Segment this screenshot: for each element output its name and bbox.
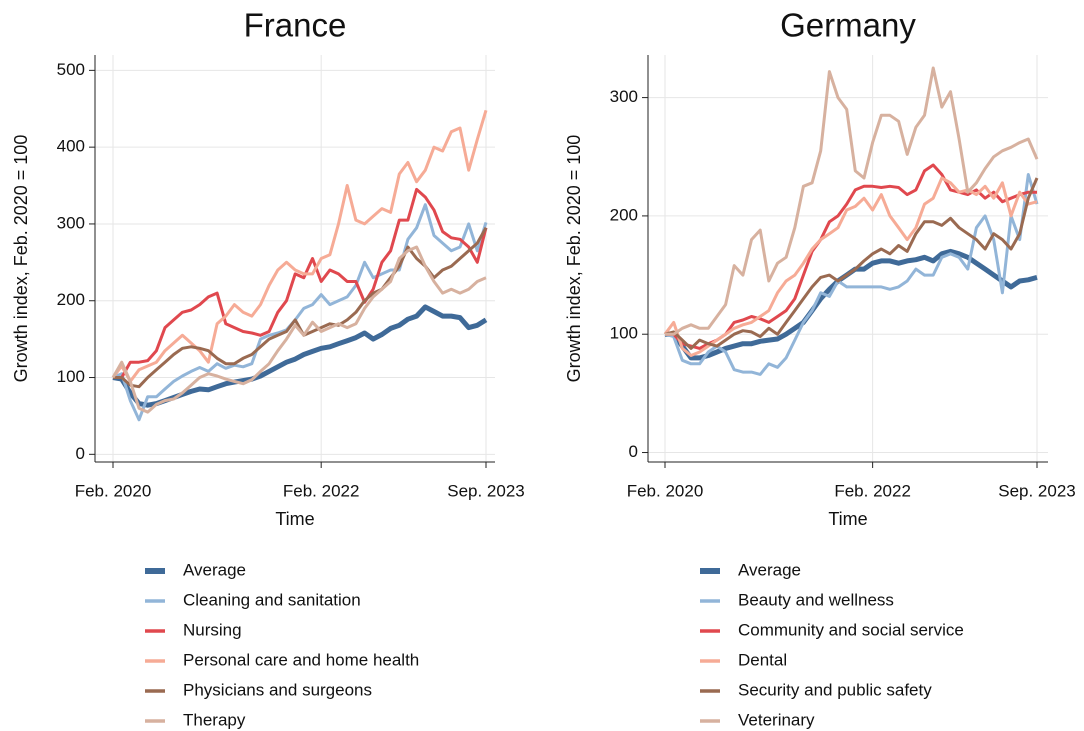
chart: 0 100 200 300 Feb. 2020 Feb. 2022 Sep. 2023 Ger… [564,7,1076,730]
legend-label: Security and public safety [738,680,932,699]
legend-label: Community and social service [738,620,964,639]
series-line [112,203,488,422]
y-tick-label: 300 [610,87,638,106]
legend-label: Average [738,560,801,579]
chart-title: France [244,7,347,44]
legend-label: Veterinary [738,710,815,729]
legend-label: Nursing [183,620,242,639]
series-line [111,109,488,383]
legend-label: Average [183,560,246,579]
y-tick-label: 300 [57,213,85,232]
legend-label: Therapy [183,710,246,729]
series-line [664,177,1039,350]
legend-label: Dental [738,650,787,669]
series-line [665,66,1039,336]
x-tick-label: Sep. 2023 [998,481,1076,500]
y-tick-label: 0 [629,442,638,461]
y-tick-label: 200 [610,205,638,224]
y-tick-label: 200 [57,290,85,309]
y-tick-label: 400 [57,137,85,156]
series-line [663,176,1038,357]
series-line [665,163,1037,350]
legend-label: Beauty and wellness [738,590,894,609]
y-axis-title: Growth index, Feb. 2020 = 100 [564,135,584,383]
chart: 0 100 200 300 400 500 Feb. 2020 Feb. 2022 Sep. 2… [11,7,525,730]
x-tick-label: Feb. 2020 [627,481,704,500]
series-line [113,187,488,379]
x-tick-label: Feb. 2022 [834,481,911,500]
x-axis-title: Time [275,509,314,529]
x-tick-label: Sep. 2023 [447,481,525,500]
series-line [111,245,487,414]
y-tick-label: 100 [610,324,638,343]
x-tick-label: Feb. 2022 [283,481,360,500]
legend-label: Personal care and home health [183,650,419,669]
legend-label: Cleaning and sanitation [183,590,361,609]
chart-title: Germany [780,7,916,44]
y-tick-label: 0 [76,444,85,463]
x-axis-title: Time [828,509,867,529]
y-tick-label: 500 [57,60,85,79]
legend-label: Physicians and surgeons [183,680,372,699]
series-line [112,304,488,408]
y-tick-label: 100 [57,367,85,386]
y-axis-title: Growth index, Feb. 2020 = 100 [11,135,31,383]
x-tick-label: Feb. 2020 [75,481,152,500]
series-line [664,173,1039,376]
